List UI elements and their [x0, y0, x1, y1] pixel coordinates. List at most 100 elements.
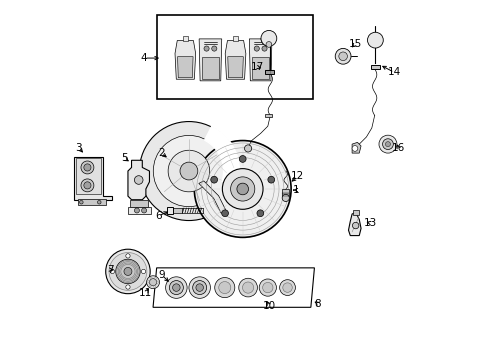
- Circle shape: [165, 277, 187, 298]
- Polygon shape: [128, 160, 149, 200]
- Polygon shape: [74, 157, 112, 200]
- Polygon shape: [225, 41, 245, 79]
- Polygon shape: [232, 36, 238, 41]
- Polygon shape: [172, 208, 182, 213]
- Text: 6: 6: [155, 211, 162, 221]
- Circle shape: [210, 176, 217, 183]
- Circle shape: [110, 269, 114, 274]
- Circle shape: [385, 141, 389, 147]
- Polygon shape: [78, 199, 106, 205]
- Text: 1: 1: [293, 185, 299, 195]
- Circle shape: [168, 150, 209, 192]
- Circle shape: [222, 168, 263, 209]
- Circle shape: [134, 208, 139, 213]
- Circle shape: [81, 179, 94, 192]
- Circle shape: [123, 267, 132, 275]
- Circle shape: [378, 135, 396, 153]
- Circle shape: [279, 280, 295, 296]
- Circle shape: [338, 52, 346, 60]
- Circle shape: [192, 280, 206, 294]
- Circle shape: [153, 135, 224, 207]
- Polygon shape: [177, 57, 193, 78]
- Polygon shape: [76, 158, 101, 194]
- Bar: [156, 15, 312, 99]
- Polygon shape: [199, 181, 225, 213]
- Polygon shape: [261, 39, 268, 46]
- Text: 5: 5: [121, 153, 127, 163]
- Text: 2: 2: [158, 148, 164, 158]
- Circle shape: [141, 269, 145, 274]
- Circle shape: [83, 164, 91, 171]
- Circle shape: [267, 176, 274, 183]
- Polygon shape: [348, 212, 360, 235]
- Circle shape: [335, 48, 350, 64]
- Text: 14: 14: [387, 67, 400, 77]
- Polygon shape: [129, 200, 147, 207]
- Circle shape: [169, 280, 183, 294]
- Circle shape: [254, 46, 259, 51]
- Circle shape: [256, 210, 263, 217]
- Circle shape: [262, 46, 266, 51]
- Circle shape: [244, 145, 251, 152]
- Polygon shape: [175, 41, 195, 79]
- Text: 16: 16: [391, 143, 405, 153]
- Polygon shape: [202, 57, 218, 79]
- Circle shape: [105, 249, 150, 294]
- Circle shape: [203, 46, 209, 51]
- Circle shape: [236, 183, 248, 195]
- Text: 10: 10: [263, 301, 276, 311]
- Circle shape: [180, 162, 198, 180]
- Circle shape: [352, 222, 358, 229]
- Polygon shape: [183, 36, 187, 41]
- Circle shape: [282, 194, 289, 202]
- Text: 3: 3: [75, 143, 82, 153]
- Circle shape: [83, 182, 91, 189]
- Circle shape: [230, 177, 254, 201]
- Text: 17: 17: [250, 62, 263, 72]
- Bar: [370, 64, 379, 69]
- Polygon shape: [167, 207, 172, 214]
- Circle shape: [214, 278, 234, 298]
- Circle shape: [139, 122, 238, 221]
- Circle shape: [367, 32, 383, 48]
- Text: 4: 4: [141, 53, 147, 63]
- Circle shape: [194, 140, 290, 237]
- Circle shape: [282, 283, 292, 292]
- Circle shape: [188, 277, 210, 298]
- Circle shape: [265, 41, 271, 47]
- Polygon shape: [204, 126, 239, 186]
- Circle shape: [242, 282, 253, 293]
- Circle shape: [125, 285, 130, 289]
- Polygon shape: [199, 39, 221, 81]
- Circle shape: [81, 161, 94, 174]
- Circle shape: [218, 282, 230, 294]
- Circle shape: [142, 208, 146, 213]
- Polygon shape: [153, 268, 314, 307]
- Circle shape: [80, 201, 83, 204]
- Circle shape: [262, 282, 272, 293]
- Text: 8: 8: [314, 299, 321, 309]
- Bar: [265, 69, 273, 74]
- Circle shape: [221, 210, 228, 217]
- Bar: [352, 211, 358, 215]
- Polygon shape: [351, 142, 360, 153]
- Text: 9: 9: [159, 270, 165, 280]
- Circle shape: [134, 176, 142, 184]
- Text: 15: 15: [348, 39, 362, 49]
- Circle shape: [125, 254, 130, 258]
- Bar: [282, 189, 289, 198]
- Polygon shape: [249, 39, 271, 81]
- Text: 11: 11: [139, 288, 152, 298]
- Circle shape: [238, 278, 257, 297]
- Text: 12: 12: [290, 171, 304, 181]
- Polygon shape: [227, 57, 243, 78]
- Circle shape: [146, 276, 159, 289]
- Circle shape: [196, 284, 203, 291]
- Bar: [265, 114, 272, 117]
- Circle shape: [109, 253, 146, 291]
- Circle shape: [149, 279, 156, 286]
- Circle shape: [172, 284, 180, 291]
- Polygon shape: [128, 207, 151, 214]
- Circle shape: [97, 201, 101, 204]
- Circle shape: [261, 31, 276, 46]
